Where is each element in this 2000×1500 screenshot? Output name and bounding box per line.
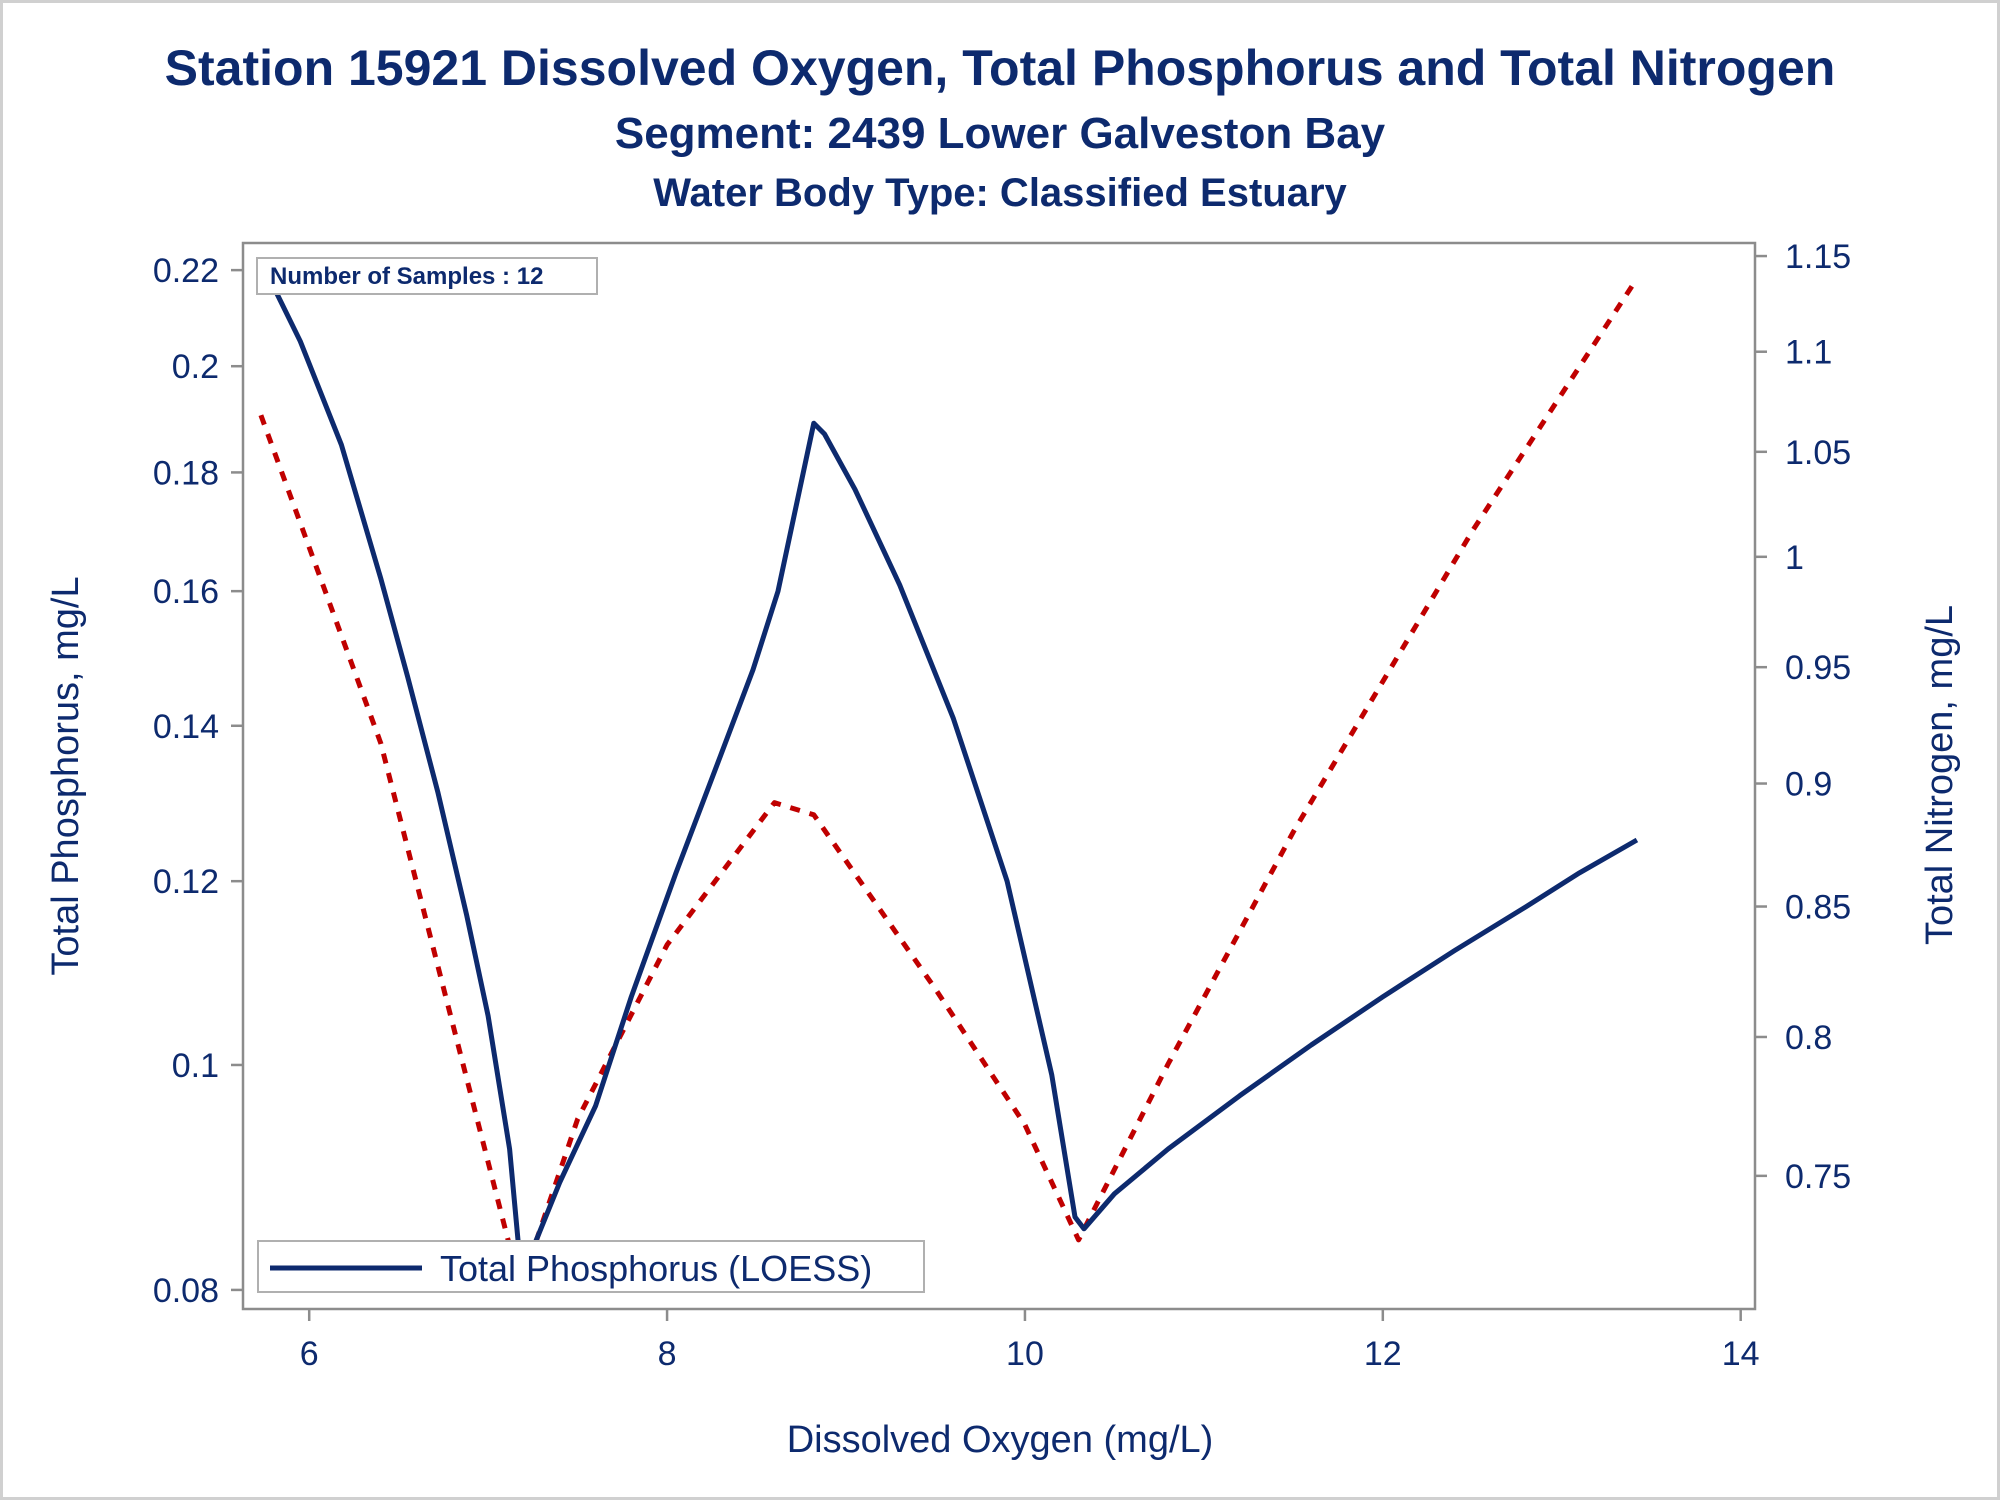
y2-tick-label: 1.05 [1785,434,1851,472]
y-tick-label: 0.14 [153,708,219,746]
x-axis-label: Dissolved Oxygen (mg/L) [787,1419,1214,1461]
y-tick-label: 0.22 [153,252,219,290]
y2-tick-label: 0.85 [1785,889,1851,927]
sample-count-frame [256,257,598,295]
y2-tick-label: 1.15 [1785,238,1851,276]
plot-area [241,241,1757,1311]
x-tick-label: 8 [658,1335,677,1373]
y2-tick-label: 0.8 [1785,1019,1832,1057]
y-tick-label: 0.2 [172,348,219,386]
y2-tick-label: 1 [1785,539,1804,577]
sample-count-box: Number of Samples : 12 [256,257,598,295]
y2-tick-label: 0.9 [1785,766,1832,804]
chart-subtitle-2: Water Body Type: Classified Estuary [653,171,1347,215]
y2-tick-label: 0.95 [1785,649,1851,687]
y2-axis-label: Total Nitrogen, mg/L [1919,605,1961,945]
y-tick-label: 0.08 [153,1272,219,1310]
y-axis-left: 0.08 0.1 0.12 0.14 0.16 0.18 0.2 0.22 [153,252,243,1310]
series-layer [258,259,1639,1291]
y-tick-label: 0.12 [153,863,219,901]
legend: Total Phosphorus (LOESS) [257,1240,925,1293]
y2-tick-label: 0.75 [1785,1158,1851,1196]
chart-subtitle: Segment: 2439 Lower Galveston Bay [615,109,1386,158]
x-tick-label: 10 [1006,1335,1044,1373]
y-tick-label: 0.18 [153,454,219,492]
sample-count-text: Number of Samples : 12 [270,263,543,290]
series-line-total-phosphorus [258,259,1639,1268]
x-tick-label: 12 [1364,1335,1402,1373]
y-axis-right: 0.75 0.8 0.85 0.9 0.95 1 1.05 1.1 1.15 [1755,238,1851,1196]
x-tick-label: 14 [1722,1335,1760,1373]
y2-tick-label: 1.1 [1785,334,1832,372]
y-tick-label: 0.1 [172,1047,219,1085]
y-tick-label: 0.16 [153,573,219,611]
chart-title: Station 15921 Dissolved Oxygen, Total Ph… [165,40,1836,96]
y-axis-label: Total Phosphorus, mg/L [45,576,87,975]
x-axis: 6 8 10 12 14 [300,1309,1760,1373]
legend-entry-phosphorus: Total Phosphorus (LOESS) [440,1248,872,1289]
x-tick-label: 6 [300,1335,319,1373]
series-line-total-nitrogen [258,277,1639,1291]
